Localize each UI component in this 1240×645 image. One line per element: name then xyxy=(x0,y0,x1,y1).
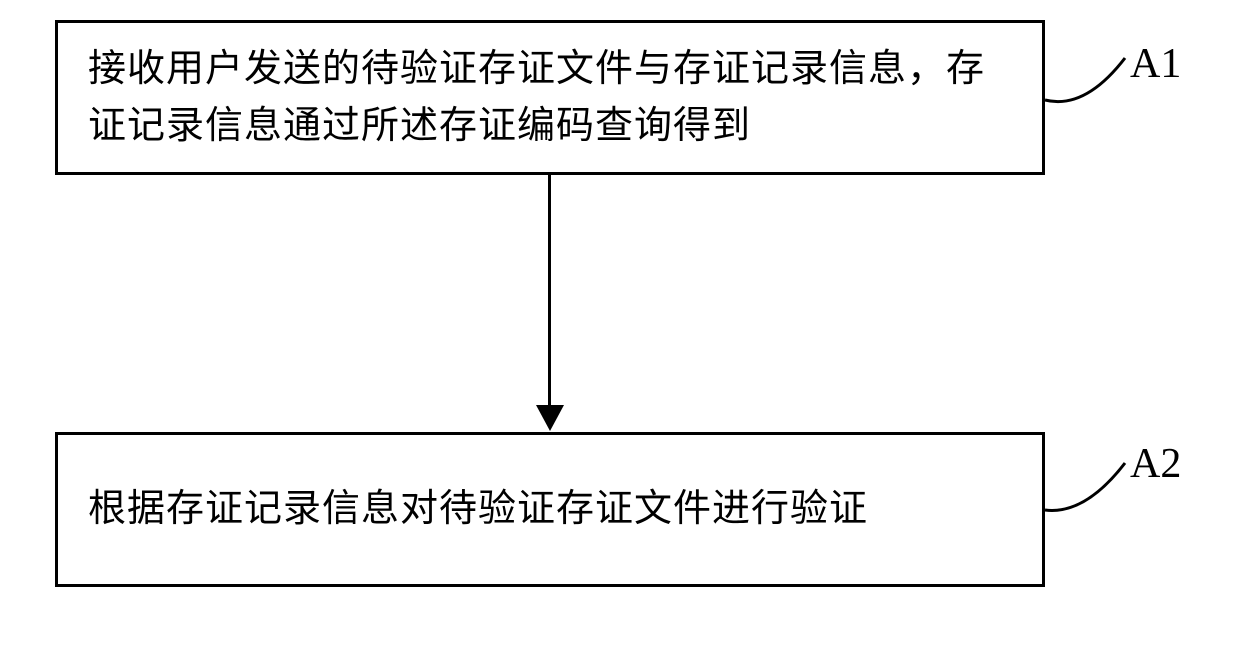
connector-a1 xyxy=(1045,50,1135,110)
flow-node-a2-text: 根据存证记录信息对待验证存证文件进行验证 xyxy=(88,481,868,538)
flow-label-a2: A2 xyxy=(1130,440,1181,488)
flowchart-canvas: 接收用户发送的待验证存证文件与存证记录信息，存证记录信息通过所述存证编码查询得到… xyxy=(0,0,1240,645)
flow-node-a1-text: 接收用户发送的待验证存证文件与存证记录信息，存证记录信息通过所述存证编码查询得到 xyxy=(88,41,1012,155)
flow-label-a1: A1 xyxy=(1130,40,1181,88)
edge-a1-a2-head xyxy=(536,405,564,431)
flow-node-a2: 根据存证记录信息对待验证存证文件进行验证 xyxy=(55,432,1045,587)
flow-node-a1: 接收用户发送的待验证存证文件与存证记录信息，存证记录信息通过所述存证编码查询得到 xyxy=(55,20,1045,175)
connector-a2 xyxy=(1045,455,1135,515)
edge-a1-a2-line xyxy=(548,175,551,405)
